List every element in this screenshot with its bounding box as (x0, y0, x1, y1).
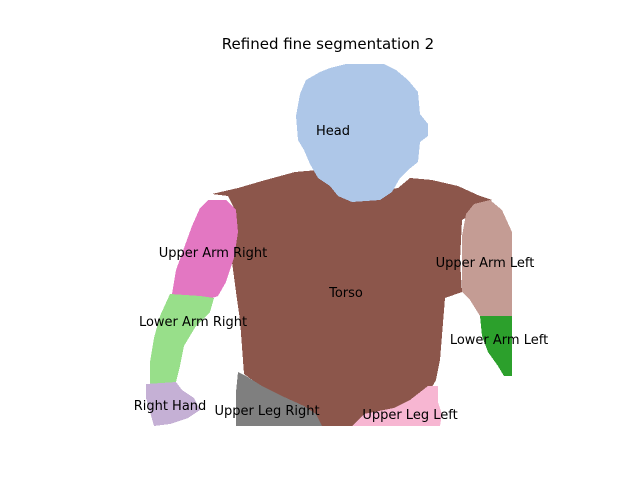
label-upper-leg-right: Upper Leg Right (214, 404, 319, 419)
segmentation-regions (146, 64, 512, 426)
lower-arm-right-region (150, 294, 214, 384)
label-torso: Torso (328, 286, 363, 301)
figure-title: Refined fine segmentation 2 (222, 35, 434, 53)
upper-leg-left-region (352, 386, 442, 426)
label-lower-arm-left: Lower Arm Left (450, 333, 548, 348)
head-region (296, 64, 428, 202)
upper-arm-left-region (462, 200, 512, 316)
label-upper-arm-right: Upper Arm Right (159, 246, 268, 261)
lower-arm-left-region (480, 316, 512, 376)
torso-region (212, 170, 492, 426)
right-hand-region (146, 382, 200, 426)
segment-labels: Head Torso Upper Arm Right Lower Arm Rig… (134, 124, 548, 423)
label-lower-arm-right: Lower Arm Right (139, 315, 247, 330)
label-right-hand: Right Hand (134, 399, 207, 414)
label-head: Head (316, 124, 350, 139)
upper-leg-right-region (236, 372, 322, 426)
label-upper-leg-left: Upper Leg Left (362, 408, 457, 423)
label-upper-arm-left: Upper Arm Left (436, 256, 535, 271)
upper-arm-right-region (172, 200, 238, 300)
